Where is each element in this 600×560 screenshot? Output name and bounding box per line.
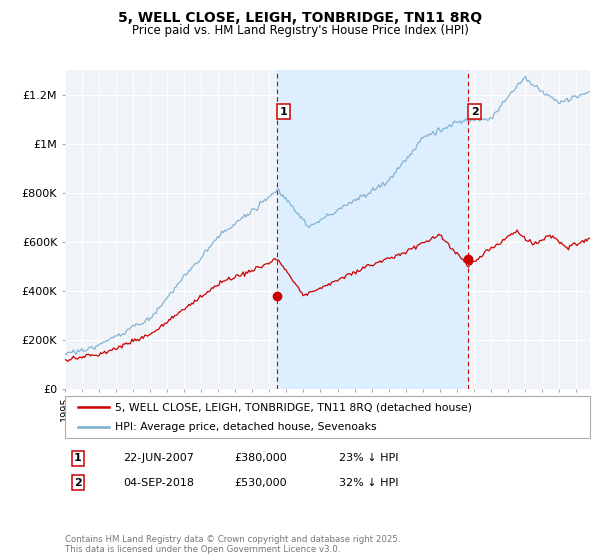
Text: Contains HM Land Registry data © Crown copyright and database right 2025.
This d: Contains HM Land Registry data © Crown c… — [65, 535, 400, 554]
Text: 5, WELL CLOSE, LEIGH, TONBRIDGE, TN11 8RQ: 5, WELL CLOSE, LEIGH, TONBRIDGE, TN11 8R… — [118, 11, 482, 25]
Text: 1: 1 — [280, 107, 287, 117]
Text: 2: 2 — [74, 478, 82, 488]
Text: £530,000: £530,000 — [234, 478, 287, 488]
Text: 1: 1 — [74, 453, 82, 463]
Text: 23% ↓ HPI: 23% ↓ HPI — [339, 453, 398, 463]
Text: £380,000: £380,000 — [234, 453, 287, 463]
Bar — [277, 70, 468, 389]
FancyBboxPatch shape — [65, 396, 590, 438]
Text: 04-SEP-2018: 04-SEP-2018 — [123, 478, 194, 488]
Text: 2: 2 — [471, 107, 479, 117]
Text: 5, WELL CLOSE, LEIGH, TONBRIDGE, TN11 8RQ (detached house): 5, WELL CLOSE, LEIGH, TONBRIDGE, TN11 8R… — [115, 402, 472, 412]
Text: HPI: Average price, detached house, Sevenoaks: HPI: Average price, detached house, Seve… — [115, 422, 376, 432]
Text: 22-JUN-2007: 22-JUN-2007 — [123, 453, 194, 463]
Text: 32% ↓ HPI: 32% ↓ HPI — [339, 478, 398, 488]
Text: Price paid vs. HM Land Registry's House Price Index (HPI): Price paid vs. HM Land Registry's House … — [131, 24, 469, 36]
